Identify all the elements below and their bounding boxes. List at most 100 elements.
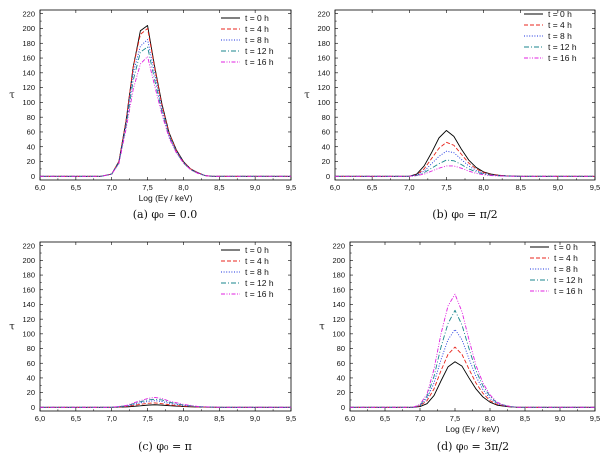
chart-panel-4: 6,0 6,5 7,0 7,5 8,0 8,5 9,0 9,5 0 20 40 60 80 100 120 1… [319,241,600,453]
legend-label: t = 8 h [548,31,572,41]
legend-label: t = 0 h [554,242,578,252]
x-tick-label: 6,5 [71,183,81,192]
y-tick-label: 160 [22,285,35,294]
x-tick-label: 8,0 [178,414,188,423]
y-tick-label: 100 [317,98,330,107]
y-tick-label: 120 [22,83,35,92]
x-tick-label: 7,5 [142,183,152,192]
y-tick-label: 40 [27,142,35,151]
x-axis-label: Log (Eγ / keV) [139,193,193,203]
y-tick-label: 140 [317,68,330,77]
y-tick-label: 40 [322,142,330,151]
series-line-t-16-h [335,165,595,177]
x-tick-label: 8,0 [178,183,188,192]
legend-label: t = 12 h [245,278,274,288]
series-line-t-12-h [40,46,291,177]
legend: t = 0 ht = 4 ht = 8 ht = 12 ht = 16 h [221,245,274,299]
y-tick-label: 120 [317,83,330,92]
x-tick-label: 6,0 [345,414,355,423]
x-axis-label: Log (Eγ / keV) [446,424,500,434]
series-line-t-12-h [350,309,595,408]
series-line-t-12-h [40,398,291,408]
y-tick-label: 60 [27,128,35,137]
legend-label: t = 12 h [554,275,583,285]
legend-label: t = 12 h [548,42,577,52]
y-tick-label: 140 [22,300,35,309]
chart-panel-1: 6,0 6,5 7,0 7,5 8,0 8,5 9,0 9,5 0 20 40 60 80 100 120 1… [9,9,296,221]
panel-caption: (c) φ₀ = π [138,440,192,453]
x-tick-label: 6,5 [367,183,377,192]
legend-label: t = 4 h [245,24,269,34]
y-tick-label: 220 [22,9,35,18]
series-line-t-16-h [40,396,291,408]
y-tick-label: 140 [22,68,35,77]
legend-label: t = 16 h [245,289,274,299]
x-tick-label: 7,5 [450,414,460,423]
y-tick-label: 220 [332,241,345,250]
x-tick-label: 6,0 [35,414,45,423]
y-axis-label: τ [319,322,325,333]
y-tick-label: 200 [22,24,35,33]
series-line-t-8-h [40,400,291,408]
x-tick-label: 6,5 [380,414,390,423]
x-tick-label: 8,0 [485,414,495,423]
x-tick-label: 9,0 [250,183,260,192]
y-tick-label: 20 [337,388,345,397]
series-line-t-16-h [350,293,595,408]
y-tick-label: 200 [22,256,35,265]
y-tick-label: 80 [27,344,35,353]
x-tick-label: 8,5 [515,183,525,192]
legend: t = 0 ht = 4 ht = 8 ht = 12 ht = 16 h [530,242,583,296]
panel-caption: (d) φ₀ = 3π/2 [437,440,509,453]
series-line-t-16-h [40,56,291,177]
y-tick-label: 200 [332,256,345,265]
legend-label: t = 0 h [245,13,269,23]
y-tick-label: 100 [332,329,345,338]
legend-label: t = 0 h [245,245,269,255]
y-tick-label: 40 [27,374,35,383]
y-tick-label: 220 [317,9,330,18]
x-tick-label: 8,5 [520,414,530,423]
x-tick-label: 7,0 [106,183,116,192]
x-tick-label: 9,5 [590,414,600,423]
series-line-t-8-h [335,150,595,177]
y-tick-label: 160 [332,285,345,294]
x-tick-label: 7,5 [441,183,451,192]
y-tick-label: 0 [326,172,330,181]
legend-label: t = 4 h [548,20,572,30]
y-tick-label: 120 [22,315,35,324]
x-tick-label: 9,0 [553,183,563,192]
legend-label: t = 8 h [245,35,269,45]
y-tick-label: 40 [337,374,345,383]
y-axis-label: τ [9,90,15,101]
x-tick-label: 8,0 [478,183,488,192]
panel-caption: (a) φ₀ = 0.0 [133,208,197,221]
y-tick-label: 0 [31,172,35,181]
legend-label: t = 4 h [554,253,578,263]
x-tick-label: 7,0 [415,414,425,423]
y-tick-label: 180 [22,271,35,280]
y-tick-label: 200 [317,24,330,33]
series-line-t-4-h [40,28,291,177]
legend-label: t = 4 h [245,256,269,266]
x-tick-label: 8,5 [214,183,224,192]
legend-label: t = 16 h [554,286,583,296]
series-line-t-4-h [335,141,595,177]
legend-label: t = 8 h [245,267,269,277]
legend-label: t = 16 h [548,53,577,63]
x-tick-label: 9,5 [590,183,600,192]
legend-label: t = 16 h [245,57,274,67]
legend: t = 0 ht = 4 ht = 8 ht = 12 ht = 16 h [524,9,577,63]
y-tick-label: 180 [332,271,345,280]
chart-panel-3: 6,0 6,5 7,0 7,5 8,0 8,5 9,0 9,5 0 20 40 60 80 100 120 1… [9,241,296,453]
legend: t = 0 ht = 4 ht = 8 ht = 12 ht = 16 h [221,13,274,67]
y-tick-label: 20 [27,388,35,397]
x-tick-label: 9,0 [250,414,260,423]
y-tick-label: 120 [332,315,345,324]
x-tick-label: 7,5 [142,414,152,423]
x-tick-label: 6,5 [71,414,81,423]
panel-caption: (b) φ₀ = π/2 [432,208,497,221]
y-tick-label: 100 [22,329,35,338]
y-tick-label: 60 [322,128,330,137]
